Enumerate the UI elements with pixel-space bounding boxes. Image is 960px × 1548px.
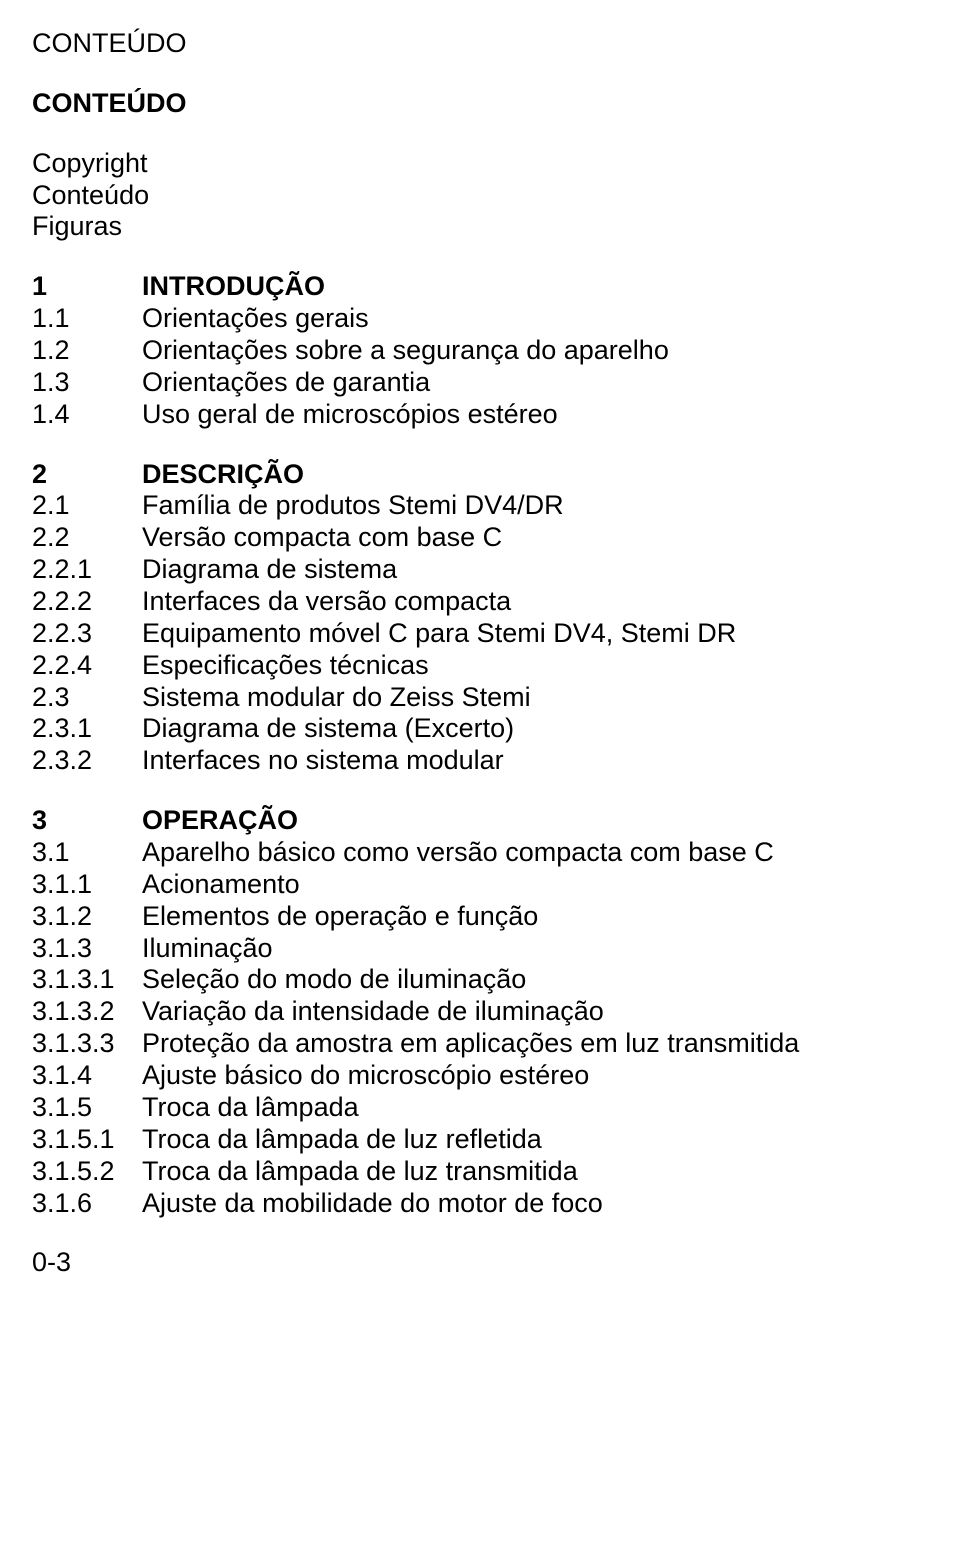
toc-section: 1INTRODUÇÃO1.1Orientações gerais1.2Orien… xyxy=(32,271,928,430)
toc-label: INTRODUÇÃO xyxy=(142,271,928,303)
toc-label: Versão compacta com base C xyxy=(142,522,928,554)
toc-number: 3.1.5.2 xyxy=(32,1156,142,1188)
toc-row: 2.3Sistema modular do Zeiss Stemi xyxy=(32,682,928,714)
toc-label: OPERAÇÃO xyxy=(142,805,928,837)
toc-row: 3.1.4Ajuste básico do microscópio estére… xyxy=(32,1060,928,1092)
page-header-1: CONTEÚDO xyxy=(32,28,928,60)
toc-row: 2DESCRIÇÃO xyxy=(32,459,928,491)
toc-number: 3.1.4 xyxy=(32,1060,142,1092)
toc-label: Interfaces da versão compacta xyxy=(142,586,928,618)
toc-number: 1.3 xyxy=(32,367,142,399)
toc-label: Diagrama de sistema xyxy=(142,554,928,586)
page-header-2: CONTEÚDO xyxy=(32,88,928,120)
toc-label: Ajuste básico do microscópio estéreo xyxy=(142,1060,928,1092)
toc-number: 1 xyxy=(32,271,142,303)
toc-row: 2.3.1Diagrama de sistema (Excerto) xyxy=(32,713,928,745)
toc-row: 3.1.2Elementos de operação e função xyxy=(32,901,928,933)
toc-number: 2.2.1 xyxy=(32,554,142,586)
toc-label: Seleção do modo de iluminação xyxy=(142,964,928,996)
toc-number: 1.1 xyxy=(32,303,142,335)
toc-label: Troca da lâmpada de luz transmitida xyxy=(142,1156,928,1188)
toc-row: 2.2.1Diagrama de sistema xyxy=(32,554,928,586)
toc-row: 2.2Versão compacta com base C xyxy=(32,522,928,554)
pre-item: Copyright xyxy=(32,148,928,180)
toc-number: 3.1.6 xyxy=(32,1188,142,1220)
toc-label: Orientações gerais xyxy=(142,303,928,335)
toc-label: Troca da lâmpada de luz refletida xyxy=(142,1124,928,1156)
toc-row: 1.4Uso geral de microscópios estéreo xyxy=(32,399,928,431)
toc-label: Acionamento xyxy=(142,869,928,901)
toc-section: 2DESCRIÇÃO2.1Família de produtos Stemi D… xyxy=(32,459,928,778)
toc-row: 1.2Orientações sobre a segurança do apar… xyxy=(32,335,928,367)
toc-label: Equipamento móvel C para Stemi DV4, Stem… xyxy=(142,618,928,650)
toc-label: Elementos de operação e função xyxy=(142,901,928,933)
toc-section: 3OPERAÇÃO3.1Aparelho básico como versão … xyxy=(32,805,928,1219)
toc-row: 3.1.5.1Troca da lâmpada de luz refletida xyxy=(32,1124,928,1156)
toc-number: 2.3.2 xyxy=(32,745,142,777)
toc-label: Orientações sobre a segurança do aparelh… xyxy=(142,335,928,367)
toc-label: Proteção da amostra em aplicações em luz… xyxy=(142,1028,928,1060)
toc-number: 2.2.2 xyxy=(32,586,142,618)
toc-number: 3.1.3.3 xyxy=(32,1028,142,1060)
toc-row: 3.1.3Iluminação xyxy=(32,933,928,965)
toc-number: 2.2 xyxy=(32,522,142,554)
toc-row: 1.1Orientações gerais xyxy=(32,303,928,335)
toc-number: 3.1.2 xyxy=(32,901,142,933)
toc-row: 3OPERAÇÃO xyxy=(32,805,928,837)
toc-label: Aparelho básico como versão compacta com… xyxy=(142,837,928,869)
toc-number: 2.3.1 xyxy=(32,713,142,745)
toc-number: 3.1 xyxy=(32,837,142,869)
toc-label: Orientações de garantia xyxy=(142,367,928,399)
toc-label: Iluminação xyxy=(142,933,928,965)
toc-number: 2.1 xyxy=(32,490,142,522)
toc-label: Uso geral de microscópios estéreo xyxy=(142,399,928,431)
toc-row: 2.3.2Interfaces no sistema modular xyxy=(32,745,928,777)
pre-list: CopyrightConteúdoFiguras xyxy=(32,148,928,244)
toc-number: 1.2 xyxy=(32,335,142,367)
toc-label: DESCRIÇÃO xyxy=(142,459,928,491)
toc-row: 3.1Aparelho básico como versão compacta … xyxy=(32,837,928,869)
toc-number: 3.1.3.2 xyxy=(32,996,142,1028)
toc-number: 3.1.5 xyxy=(32,1092,142,1124)
toc-row: 3.1.3.3Proteção da amostra em aplicações… xyxy=(32,1028,928,1060)
toc-number: 3.1.3 xyxy=(32,933,142,965)
toc-row: 1.3Orientações de garantia xyxy=(32,367,928,399)
toc-label: Diagrama de sistema (Excerto) xyxy=(142,713,928,745)
pre-item: Figuras xyxy=(32,211,928,243)
toc-row: 3.1.1Acionamento xyxy=(32,869,928,901)
toc-label: Interfaces no sistema modular xyxy=(142,745,928,777)
toc-label: Variação da intensidade de iluminação xyxy=(142,996,928,1028)
toc-row: 2.1Família de produtos Stemi DV4/DR xyxy=(32,490,928,522)
toc-row: 3.1.5.2Troca da lâmpada de luz transmiti… xyxy=(32,1156,928,1188)
pre-item: Conteúdo xyxy=(32,180,928,212)
toc-label: Sistema modular do Zeiss Stemi xyxy=(142,682,928,714)
toc-row: 1INTRODUÇÃO xyxy=(32,271,928,303)
toc-label: Troca da lâmpada xyxy=(142,1092,928,1124)
toc-number: 2.3 xyxy=(32,682,142,714)
toc-number: 3.1.5.1 xyxy=(32,1124,142,1156)
toc-number: 3.1.1 xyxy=(32,869,142,901)
toc-row: 2.2.3Equipamento móvel C para Stemi DV4,… xyxy=(32,618,928,650)
toc-label: Família de produtos Stemi DV4/DR xyxy=(142,490,928,522)
toc-label: Especificações técnicas xyxy=(142,650,928,682)
toc-row: 3.1.6Ajuste da mobilidade do motor de fo… xyxy=(32,1188,928,1220)
toc-number: 1.4 xyxy=(32,399,142,431)
toc-number: 2 xyxy=(32,459,142,491)
page-number: 0-3 xyxy=(32,1247,928,1279)
toc-number: 2.2.4 xyxy=(32,650,142,682)
toc-number: 2.2.3 xyxy=(32,618,142,650)
toc-row: 2.2.4Especificações técnicas xyxy=(32,650,928,682)
toc-number: 3.1.3.1 xyxy=(32,964,142,996)
toc-number: 3 xyxy=(32,805,142,837)
toc-row: 3.1.3.1Seleção do modo de iluminação xyxy=(32,964,928,996)
toc-row: 2.2.2Interfaces da versão compacta xyxy=(32,586,928,618)
toc-label: Ajuste da mobilidade do motor de foco xyxy=(142,1188,928,1220)
toc-row: 3.1.5Troca da lâmpada xyxy=(32,1092,928,1124)
toc-row: 3.1.3.2Variação da intensidade de ilumin… xyxy=(32,996,928,1028)
